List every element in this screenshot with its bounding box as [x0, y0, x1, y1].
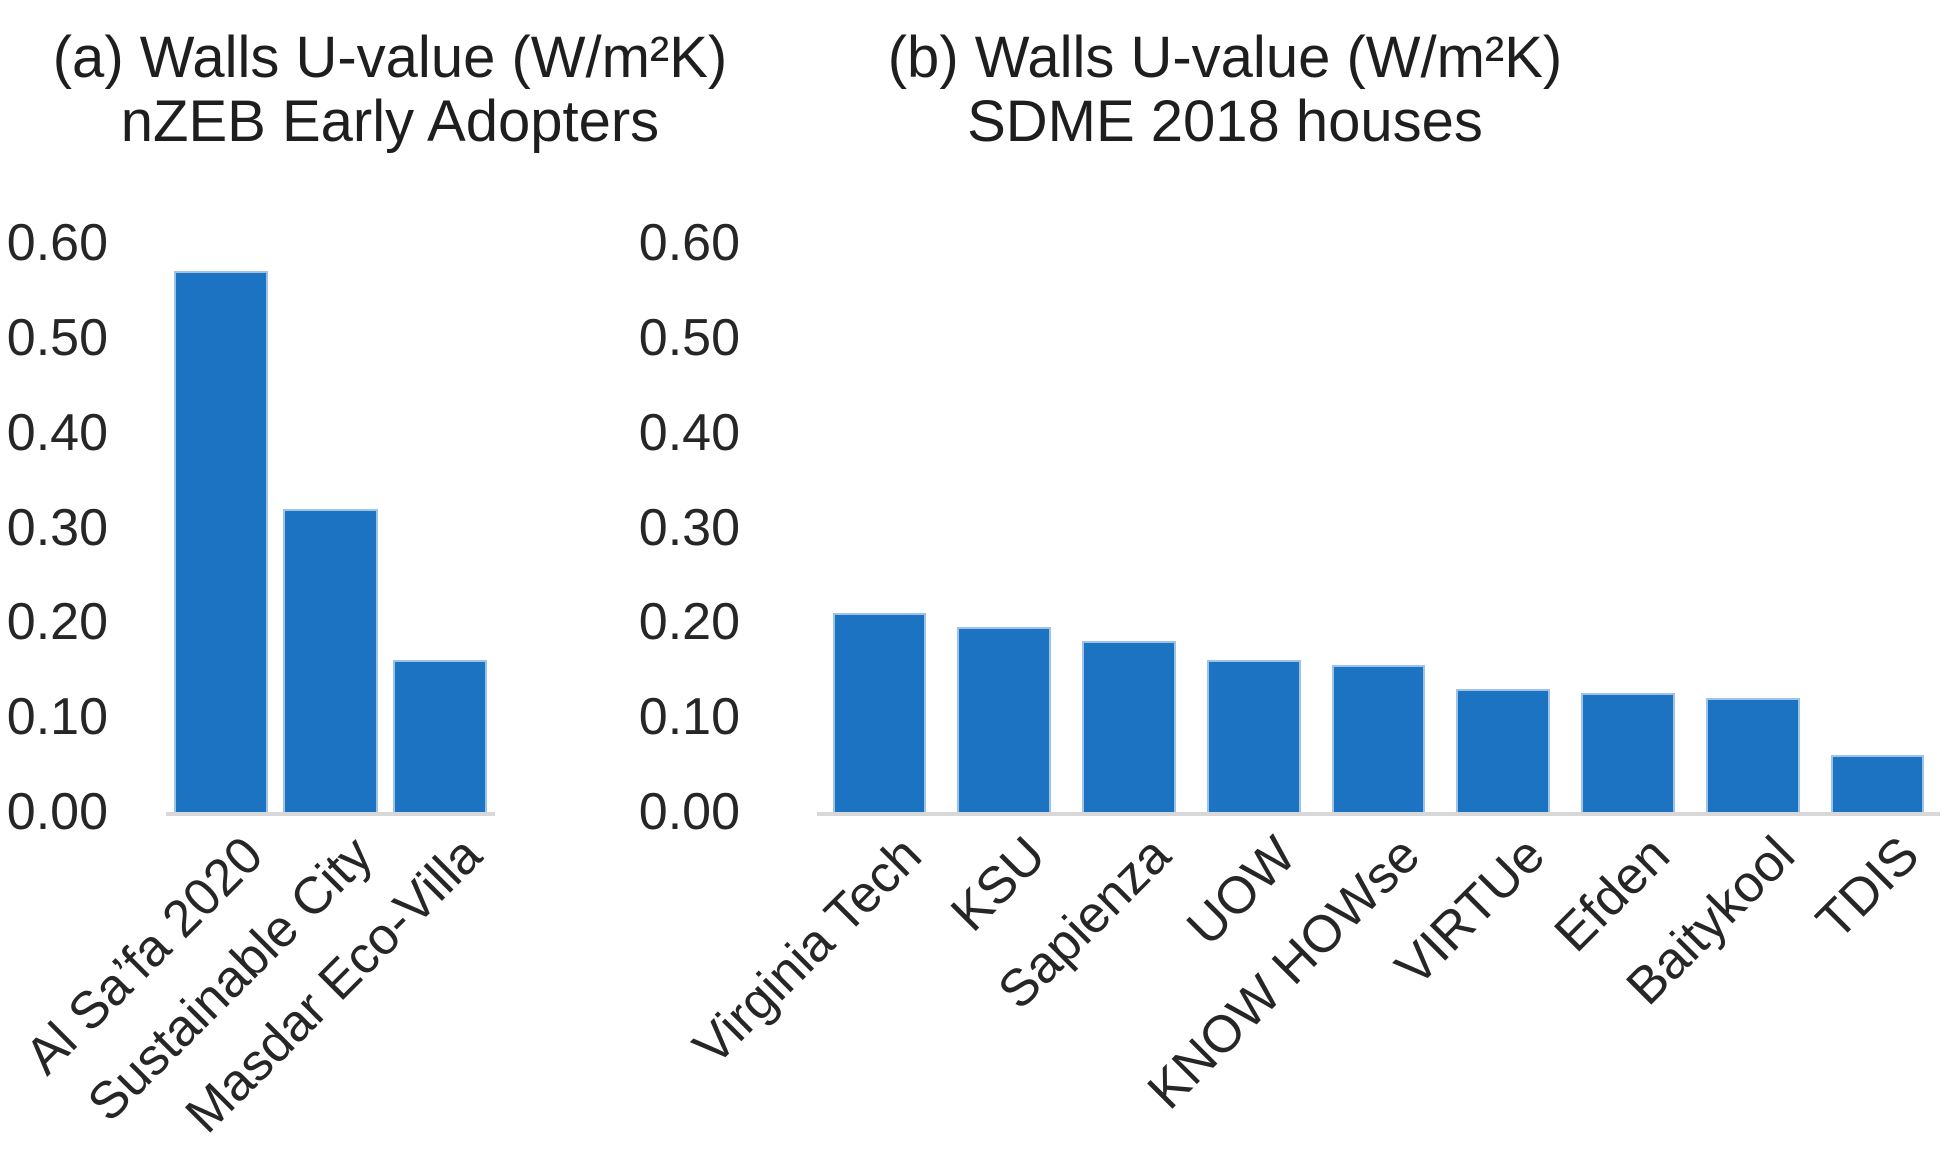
bar-al-sa-fa-2020 [173, 271, 268, 812]
bar-sapienza [1082, 641, 1176, 812]
y-tick-label-a-0.60: 0.60 [6, 214, 108, 272]
y-tick-label-b-0.20: 0.20 [638, 593, 740, 652]
chart-a-title-line1: (a) Walls U-value (W/m²K) [52, 25, 728, 90]
y-tick-label-a-0.40: 0.40 [6, 403, 108, 462]
bar-ksu [957, 627, 1051, 812]
chart-a-title-line2: nZEB Early Adopters [120, 89, 660, 154]
y-tick-label-a-0.30: 0.30 [6, 498, 108, 557]
y-tick-label-a-0.20: 0.20 [6, 593, 108, 652]
y-tick-label-a-0.10: 0.10 [6, 688, 108, 747]
chart-b-title: (b) Walls U-value (W/m²K) SDME 2018 hous… [888, 26, 1563, 154]
y-tick-label-b-0.50: 0.50 [638, 308, 740, 367]
x-cat-label-virginia-tech: Virginia Tech [682, 825, 933, 1077]
bar-baitykool [1706, 698, 1800, 812]
x-cat-label-tdis: TDIS [1805, 825, 1931, 951]
chart-a-title: (a) Walls U-value (W/m²K) nZEB Early Ado… [53, 26, 728, 154]
y-tick-label-b-0.40: 0.40 [638, 403, 740, 462]
bar-efden [1581, 693, 1675, 812]
chart-b-title-line1: (b) Walls U-value (W/m²K) [887, 25, 1563, 90]
y-tick-label-b-0.10: 0.10 [638, 688, 740, 747]
bar-uow [1206, 660, 1301, 812]
chart-b-title-line2: SDME 2018 houses [967, 89, 1483, 154]
y-tick-label-b-0.60: 0.60 [638, 214, 740, 272]
bar-virginia-tech [832, 612, 927, 812]
y-tick-label-b-0.00: 0.00 [638, 783, 740, 841]
bar-sustainable-city [283, 508, 378, 812]
bar-virtue [1456, 688, 1551, 812]
y-tick-label-a-0.00: 0.00 [6, 783, 108, 841]
bar-masdar-eco-villa [393, 660, 488, 812]
x-axis-line-a [166, 812, 495, 816]
y-tick-label-b-0.30: 0.30 [638, 498, 740, 557]
bar-tdis [1830, 755, 1925, 812]
bar-know-howse [1331, 665, 1426, 812]
x-axis-line-b [817, 812, 1940, 816]
x-cat-label-ksu: KSU [940, 825, 1058, 943]
y-tick-label-a-0.50: 0.50 [6, 308, 108, 367]
